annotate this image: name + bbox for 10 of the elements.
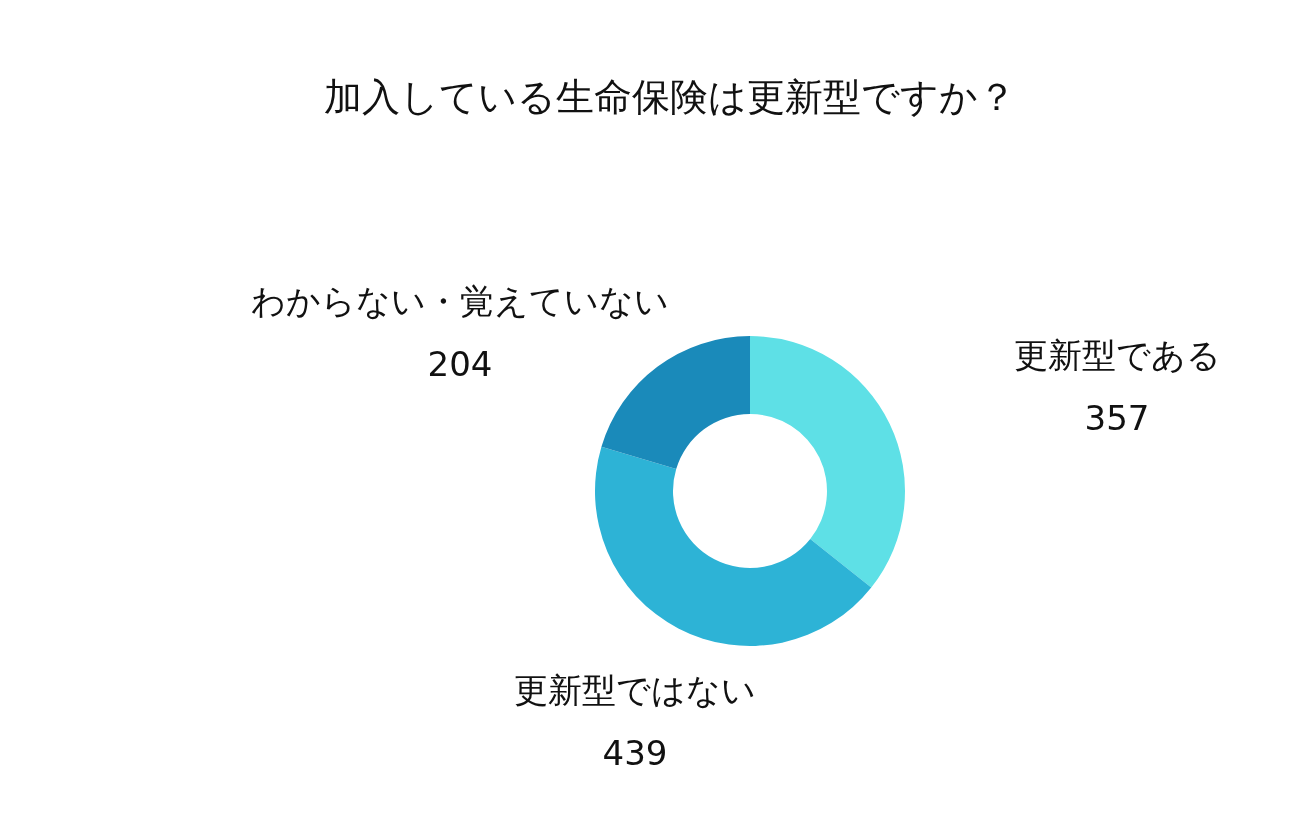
data-label: 204 [427, 344, 493, 384]
donut-slice [601, 336, 750, 470]
donut-slice [750, 336, 905, 588]
data-label: 439 [602, 733, 668, 773]
data-label: 357 [1084, 398, 1150, 438]
slice-label: 更新型ではない [514, 670, 756, 710]
slice-label: わからない・覚えていない [251, 281, 669, 321]
chart-title: 加入している生命保険は更新型ですか？ [324, 75, 1016, 119]
donut-slice [595, 446, 872, 646]
slice-label: 更新型である [1013, 335, 1221, 375]
